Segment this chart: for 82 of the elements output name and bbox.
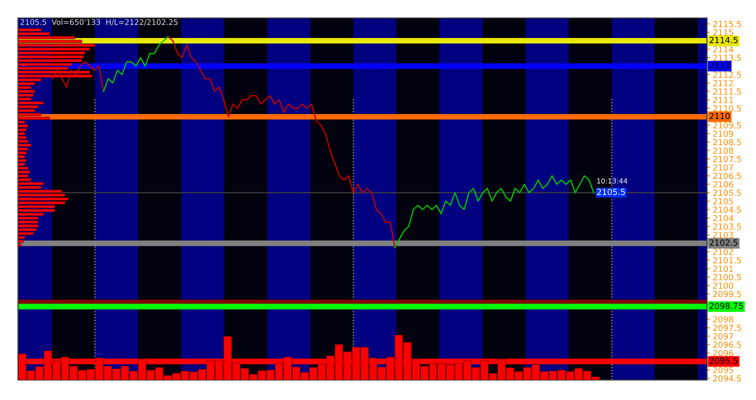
bar [18,190,62,193]
bar [18,86,32,90]
y-tick-label: 2096 [713,350,734,356]
y-tick-label: 2113.5 [713,54,741,61]
y-tick-label: 2101.5 [713,257,741,264]
bar [18,116,50,120]
ref-line-label: 2095.5 [710,358,738,364]
bar [18,136,27,140]
bar [18,220,38,224]
y-tick-label: 2115.5 [713,20,741,28]
ref-line-label: 2110 [710,112,730,120]
y-tick-label: 2095 [713,366,734,374]
ref-line-label: 2113 [710,62,730,69]
y-tick-label: 2110.5 [713,105,741,112]
y-tick-label: 2107.5 [713,156,741,162]
y-tick-label: 2103 [713,232,734,238]
ref-line-label: 2098.75 [710,302,743,310]
bar [18,59,82,62]
line-series [52,61,104,92]
bar [18,201,66,204]
y-tick-label: 2101 [713,266,733,272]
y-tick-label: 2105.5 [713,190,741,196]
bar [18,244,22,247]
y-tick-label: 2107 [713,164,734,171]
y-tick-label: 2104.5 [713,206,741,213]
bar [18,155,26,158]
bar [18,194,66,197]
y-tick-label: 2100 [713,282,734,289]
bar [18,74,92,78]
y-tick-label: 2109.5 [713,122,741,128]
bar [18,55,84,58]
bar [18,124,28,128]
y-tick-label: 2112 [713,80,733,86]
y-tick-label: 2106 [713,181,734,188]
y-tick-label: 2100.5 [713,274,741,280]
bar [18,182,44,186]
bar [18,144,32,147]
y-tick-label: 2099.5 [713,290,741,298]
bar [18,197,68,201]
line-series [394,175,594,248]
bar [18,174,28,178]
y-tick-label: 2109 [713,130,734,137]
bar [18,147,28,151]
y-tick-label: 2106.5 [713,172,741,180]
bar [18,232,34,236]
bar [18,166,28,170]
bar [18,140,28,143]
y-tick-label: 2114 [713,46,734,52]
bar [18,228,37,232]
y-tick-label: 2097 [713,333,734,340]
ref-line-label: 2114.5 [710,36,738,44]
y-tick-label: 2111 [713,96,733,104]
y-tick-label: 2102 [713,248,733,256]
bar [18,90,36,93]
ref-line-label: 2102.5 [710,239,738,246]
bar [18,101,44,104]
y-tick-label: 2096.5 [713,342,741,348]
bar [18,208,56,212]
line-series [102,36,169,92]
y-tick-label: 2112.5 [713,72,741,78]
y-tick-label: 2105 [713,198,734,204]
bar [18,128,27,132]
annotation: 2105.5 [597,188,625,196]
y-tick-label: 2111.5 [713,88,741,95]
y-tick-label: 2103.5 [713,223,741,230]
bar [18,170,30,174]
bar [18,162,26,166]
bar [18,151,27,154]
y-tick-label: 2098 [713,316,734,323]
y-tick-label: 2115 [713,29,734,36]
y-tick-label: 2104 [713,214,734,222]
y-tick-label: 2108.5 [713,139,741,146]
bar [18,240,24,243]
line-series [168,36,396,248]
bar [18,94,34,97]
bar [18,159,27,162]
y-tick-label: 2097.5 [713,324,741,331]
bar [18,44,95,47]
y-tick-label: 2094.5 [713,375,741,382]
bar [18,132,26,136]
bar [18,224,38,228]
y-tick-label: 2108 [713,147,734,154]
